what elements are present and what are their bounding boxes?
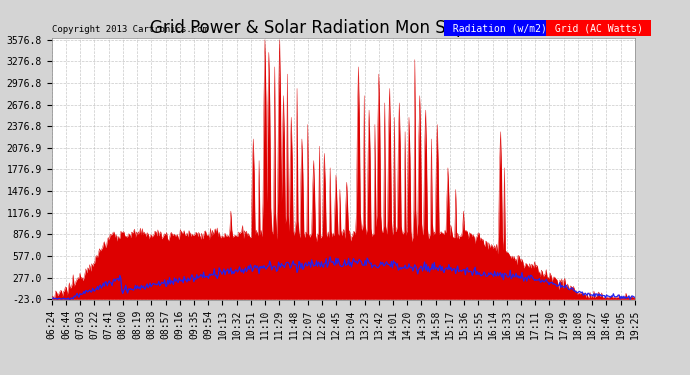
Text: Copyright 2013 Cartronics.com: Copyright 2013 Cartronics.com — [52, 25, 208, 34]
Text: Grid (AC Watts): Grid (AC Watts) — [549, 23, 649, 33]
Title: Grid Power & Solar Radiation Mon Sep 2 19:25: Grid Power & Solar Radiation Mon Sep 2 1… — [150, 20, 536, 38]
Text: Radiation (w/m2): Radiation (w/m2) — [447, 23, 553, 33]
